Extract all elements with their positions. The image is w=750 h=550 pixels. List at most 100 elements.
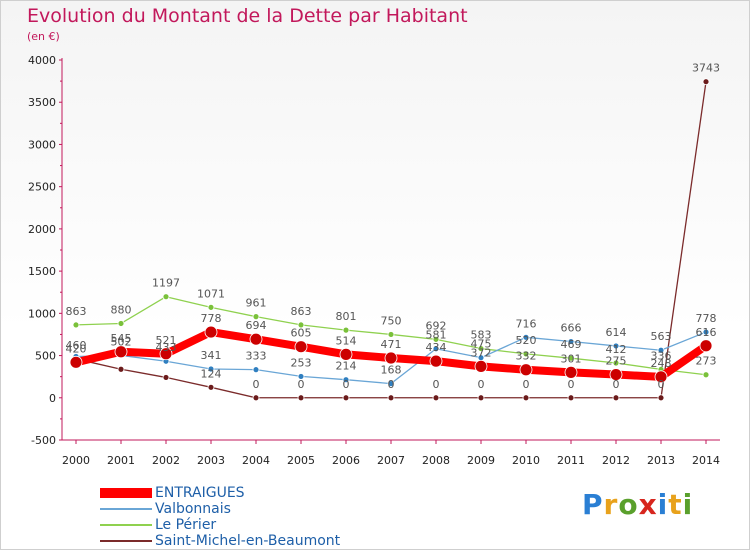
- data-label: 694: [246, 319, 267, 332]
- data-point: [522, 394, 530, 402]
- data-label: 372: [471, 346, 492, 359]
- data-label: 750: [381, 314, 402, 327]
- data-point: [342, 376, 350, 384]
- data-label: 3743: [692, 62, 720, 75]
- data-label: 863: [66, 305, 87, 318]
- logo-letter: i: [657, 488, 669, 521]
- data-label: 341: [201, 349, 222, 362]
- y-tick-label: 3500: [28, 96, 56, 109]
- data-label: 0: [388, 378, 395, 391]
- data-label: 616: [696, 326, 717, 339]
- chart-title: Evolution du Montant de la Dette par Hab…: [27, 5, 468, 27]
- data-point: [699, 339, 713, 353]
- data-label: 333: [246, 350, 267, 363]
- data-point: [612, 359, 620, 367]
- data-point: [567, 354, 575, 362]
- data-point: [72, 321, 80, 329]
- data-point: [612, 394, 620, 402]
- y-tick-label: 1000: [28, 307, 56, 320]
- legend-swatch: [100, 540, 152, 542]
- x-tick-label: 2000: [62, 454, 90, 467]
- data-point: [519, 363, 533, 377]
- y-tick-label: 1500: [28, 265, 56, 278]
- data-point: [387, 331, 395, 338]
- legend-swatch: [100, 524, 152, 526]
- data-point: [432, 335, 440, 343]
- data-label: 961: [246, 297, 267, 310]
- data-label: 521: [156, 334, 177, 347]
- data-label: 545: [111, 332, 132, 345]
- data-label: 614: [606, 326, 627, 339]
- legend-label: Valbonnais: [155, 501, 231, 517]
- data-label: 460: [66, 339, 87, 352]
- data-label: 581: [426, 329, 447, 342]
- y-tick-label: -500: [31, 434, 56, 447]
- data-point: [657, 346, 665, 354]
- data-label: 1071: [197, 287, 225, 300]
- data-label: 880: [111, 303, 132, 316]
- data-label: 605: [291, 327, 312, 340]
- data-point: [477, 345, 485, 352]
- data-label: 273: [696, 355, 717, 368]
- data-point: [162, 374, 170, 381]
- data-point: [249, 332, 263, 346]
- y-tick-label: 2500: [28, 181, 56, 194]
- data-point: [609, 368, 623, 381]
- y-tick-label: 3000: [28, 138, 56, 151]
- x-tick-label: 2009: [467, 454, 495, 467]
- data-point: [297, 394, 305, 402]
- data-label: 563: [651, 330, 672, 343]
- data-point: [297, 321, 305, 329]
- data-label: 168: [381, 364, 402, 377]
- x-tick-label: 2005: [287, 454, 315, 467]
- data-point: [429, 354, 443, 368]
- y-tick-label: 4000: [28, 54, 56, 67]
- logo-letter: i: [682, 488, 694, 521]
- data-label: 514: [336, 334, 357, 347]
- y-tick-label: 500: [35, 350, 56, 363]
- data-point: [432, 345, 440, 353]
- data-point: [207, 383, 215, 391]
- data-point: [702, 78, 710, 86]
- legend-swatch: [100, 508, 152, 510]
- x-tick-label: 2010: [512, 454, 540, 467]
- data-point: [657, 394, 665, 402]
- data-point: [207, 303, 215, 311]
- data-label: 716: [516, 317, 537, 330]
- logo-letter: t: [668, 488, 683, 521]
- data-label: 778: [696, 312, 717, 325]
- data-label: 0: [523, 378, 530, 391]
- data-label: 332: [516, 350, 537, 363]
- data-point: [564, 365, 578, 379]
- data-point: [612, 342, 620, 350]
- data-label: 0: [298, 378, 305, 391]
- data-label: 0: [433, 378, 440, 391]
- data-point: [207, 365, 215, 373]
- y-tick-label: 2000: [28, 223, 56, 236]
- chart-subtitle: (en €): [27, 30, 60, 43]
- data-point: [114, 345, 128, 359]
- data-point: [117, 365, 125, 373]
- x-tick-label: 2007: [377, 454, 405, 467]
- data-point: [387, 380, 395, 387]
- data-label: 583: [471, 329, 492, 342]
- data-point: [252, 366, 260, 374]
- data-label: 248: [651, 357, 672, 370]
- logo-letter: P: [582, 488, 604, 521]
- data-label: 475: [471, 338, 492, 351]
- data-point: [477, 394, 485, 402]
- data-point: [339, 347, 353, 361]
- y-tick-label: 0: [49, 392, 56, 405]
- logo-letter: x: [638, 488, 658, 521]
- data-point: [387, 394, 395, 402]
- data-point: [432, 394, 440, 402]
- data-label: 0: [613, 378, 620, 391]
- data-label: 124: [201, 367, 222, 380]
- legend-label: Saint-Michel-en-Beaumont: [155, 533, 341, 549]
- data-label: 863: [291, 305, 312, 318]
- data-label: 412: [606, 343, 627, 356]
- data-label: 502: [111, 335, 132, 348]
- data-label: 0: [568, 378, 575, 391]
- data-point: [702, 371, 710, 379]
